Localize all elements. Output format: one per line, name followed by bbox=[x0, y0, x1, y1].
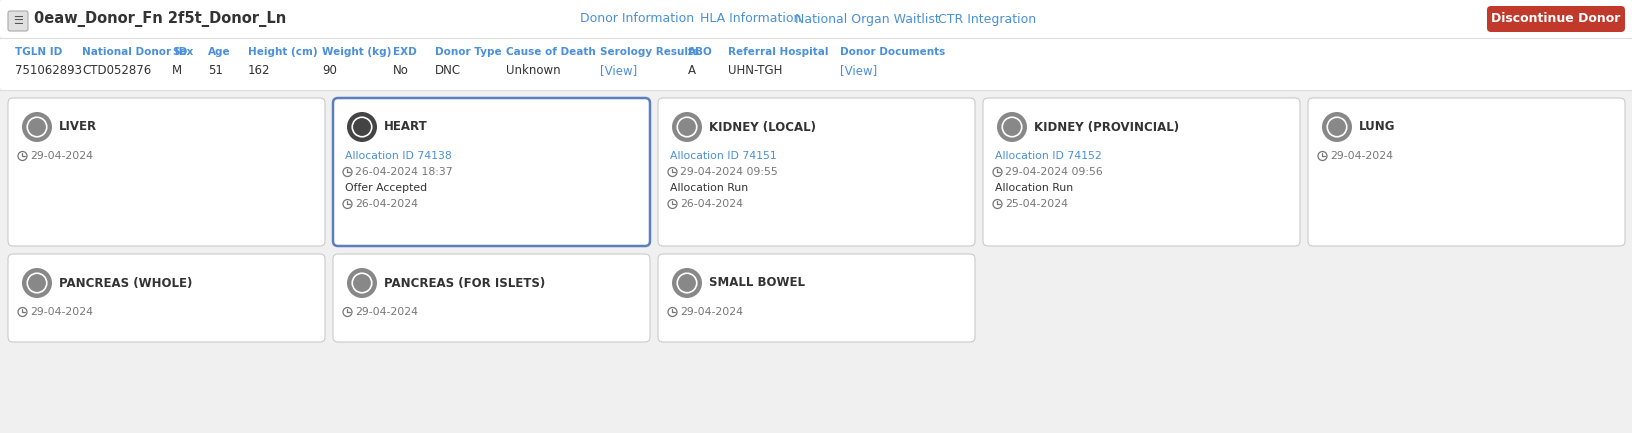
Text: 0eaw_Donor_Fn 2f5t_Donor_Ln: 0eaw_Donor_Fn 2f5t_Donor_Ln bbox=[34, 11, 286, 27]
Text: Height (cm): Height (cm) bbox=[248, 47, 318, 57]
Text: 26-04-2024: 26-04-2024 bbox=[354, 199, 418, 209]
Text: 29-04-2024 09:55: 29-04-2024 09:55 bbox=[679, 167, 777, 177]
Text: No: No bbox=[393, 65, 408, 78]
Text: Referral Hospital: Referral Hospital bbox=[728, 47, 827, 57]
Text: PANCREAS (WHOLE): PANCREAS (WHOLE) bbox=[59, 277, 193, 290]
Text: LUNG: LUNG bbox=[1358, 120, 1395, 133]
Circle shape bbox=[672, 112, 702, 142]
Text: ☰: ☰ bbox=[13, 16, 23, 26]
Text: 29-04-2024: 29-04-2024 bbox=[29, 151, 93, 161]
Text: 90: 90 bbox=[322, 65, 336, 78]
Text: 25-04-2024: 25-04-2024 bbox=[1004, 199, 1067, 209]
Text: Serology Results: Serology Results bbox=[599, 47, 698, 57]
Text: Allocation ID 74138: Allocation ID 74138 bbox=[344, 151, 452, 161]
FancyBboxPatch shape bbox=[0, 0, 1632, 38]
Text: PANCREAS (FOR ISLETS): PANCREAS (FOR ISLETS) bbox=[384, 277, 545, 290]
Circle shape bbox=[672, 268, 702, 298]
Text: KIDNEY (LOCAL): KIDNEY (LOCAL) bbox=[708, 120, 816, 133]
Text: M: M bbox=[171, 65, 183, 78]
Text: HLA Information: HLA Information bbox=[700, 13, 801, 26]
Text: Allocation Run: Allocation Run bbox=[669, 183, 747, 193]
Text: A: A bbox=[687, 65, 695, 78]
Text: Cause of Death: Cause of Death bbox=[506, 47, 596, 57]
Text: UHN-TGH: UHN-TGH bbox=[728, 65, 782, 78]
Text: 29-04-2024: 29-04-2024 bbox=[679, 307, 743, 317]
Text: DNC: DNC bbox=[434, 65, 460, 78]
Text: 751062893: 751062893 bbox=[15, 65, 82, 78]
Circle shape bbox=[997, 112, 1027, 142]
Text: SMALL BOWEL: SMALL BOWEL bbox=[708, 277, 805, 290]
FancyBboxPatch shape bbox=[1307, 98, 1624, 246]
Text: National Organ Waitlist: National Organ Waitlist bbox=[795, 13, 938, 26]
Text: TGLN ID: TGLN ID bbox=[15, 47, 62, 57]
Text: Donor Type: Donor Type bbox=[434, 47, 501, 57]
Text: LIVER: LIVER bbox=[59, 120, 96, 133]
Text: 29-04-2024 09:56: 29-04-2024 09:56 bbox=[1004, 167, 1102, 177]
Text: 26-04-2024: 26-04-2024 bbox=[679, 199, 743, 209]
Circle shape bbox=[21, 268, 52, 298]
Text: Allocation ID 74151: Allocation ID 74151 bbox=[669, 151, 777, 161]
Circle shape bbox=[1322, 112, 1351, 142]
Text: Age: Age bbox=[207, 47, 230, 57]
Text: HEART: HEART bbox=[384, 120, 428, 133]
Text: KIDNEY (PROVINCIAL): KIDNEY (PROVINCIAL) bbox=[1033, 120, 1178, 133]
FancyBboxPatch shape bbox=[8, 11, 28, 31]
FancyBboxPatch shape bbox=[982, 98, 1299, 246]
Circle shape bbox=[21, 112, 52, 142]
Text: 29-04-2024: 29-04-2024 bbox=[29, 307, 93, 317]
Text: Allocation ID 74152: Allocation ID 74152 bbox=[994, 151, 1102, 161]
FancyBboxPatch shape bbox=[333, 98, 650, 246]
Text: Weight (kg): Weight (kg) bbox=[322, 47, 392, 57]
Text: Unknown: Unknown bbox=[506, 65, 560, 78]
Text: Offer Accepted: Offer Accepted bbox=[344, 183, 428, 193]
FancyBboxPatch shape bbox=[658, 254, 974, 342]
Text: 26-04-2024 18:37: 26-04-2024 18:37 bbox=[354, 167, 452, 177]
Text: 29-04-2024: 29-04-2024 bbox=[1328, 151, 1392, 161]
Circle shape bbox=[346, 268, 377, 298]
FancyBboxPatch shape bbox=[658, 98, 974, 246]
Text: CTR Integration: CTR Integration bbox=[937, 13, 1035, 26]
Text: Donor Documents: Donor Documents bbox=[839, 47, 945, 57]
Text: Donor Information: Donor Information bbox=[579, 13, 694, 26]
FancyBboxPatch shape bbox=[333, 254, 650, 342]
Text: Allocation Run: Allocation Run bbox=[994, 183, 1072, 193]
FancyBboxPatch shape bbox=[1487, 6, 1624, 32]
Text: [View]: [View] bbox=[599, 65, 636, 78]
Text: 51: 51 bbox=[207, 65, 222, 78]
FancyBboxPatch shape bbox=[8, 98, 325, 246]
FancyBboxPatch shape bbox=[8, 254, 325, 342]
Text: EXD: EXD bbox=[393, 47, 416, 57]
Text: [View]: [View] bbox=[839, 65, 876, 78]
Text: 162: 162 bbox=[248, 65, 271, 78]
Text: Sex: Sex bbox=[171, 47, 193, 57]
Text: 29-04-2024: 29-04-2024 bbox=[354, 307, 418, 317]
FancyBboxPatch shape bbox=[0, 38, 1632, 90]
Text: National Donor ID: National Donor ID bbox=[82, 47, 188, 57]
Text: ABO: ABO bbox=[687, 47, 712, 57]
Text: CTD052876: CTD052876 bbox=[82, 65, 152, 78]
Circle shape bbox=[346, 112, 377, 142]
Text: Discontinue Donor: Discontinue Donor bbox=[1490, 13, 1619, 26]
